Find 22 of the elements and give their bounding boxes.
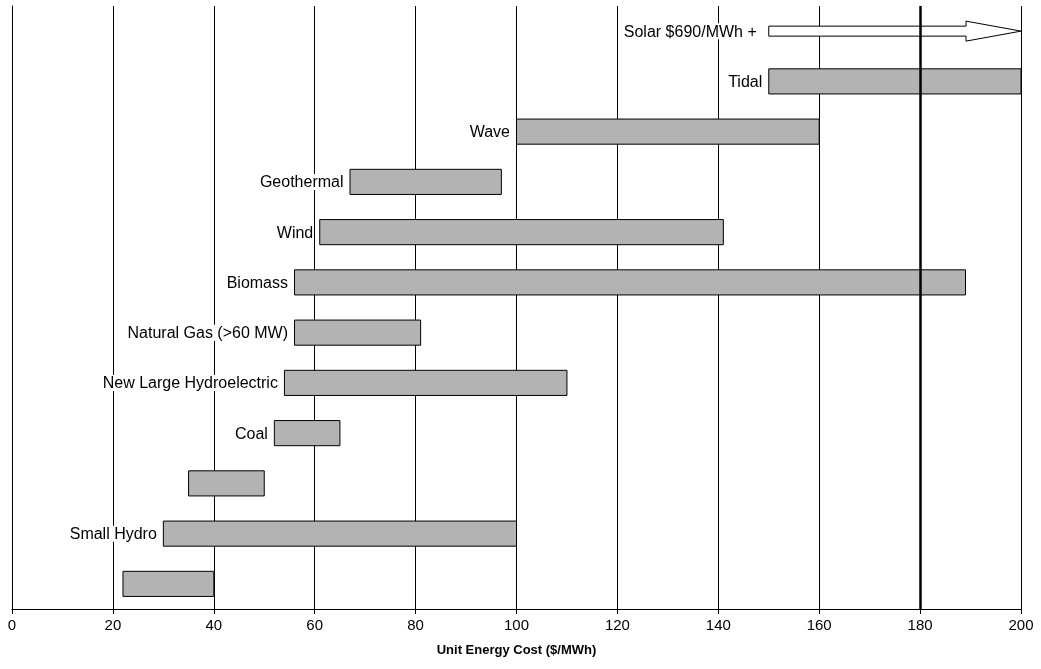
y-tick-label: Wind <box>276 223 314 241</box>
x-tick-label: 100 <box>503 616 530 633</box>
x-tick-label: 200 <box>1008 616 1034 633</box>
y-tick-label: Biomass <box>226 273 289 291</box>
y-tick-label: Tidal <box>728 72 763 90</box>
y-tick-label: Natural Gas (>60 MW) <box>127 324 289 342</box>
y-tick-label: Coal <box>234 424 268 442</box>
x-tick-label: 180 <box>907 616 933 633</box>
annotation: Solar $690/MWh + <box>623 22 757 40</box>
y-tick-label: Wave <box>469 123 511 141</box>
y-tick-label: New Large Hydroelectric <box>102 374 278 392</box>
x-tick-label: 80 <box>407 616 424 633</box>
y-tick-label: Geothermal <box>259 173 344 191</box>
x-tick-label: 160 <box>806 616 832 633</box>
x-tick-label: 0 <box>7 616 17 633</box>
x-tick-label: 40 <box>205 616 223 633</box>
x-tick-label: 120 <box>604 616 630 633</box>
x-tick-label: 140 <box>705 616 731 633</box>
x-tick-label: 60 <box>306 616 324 633</box>
x-axis-title: Unit Energy Cost ($/MWh) <box>436 642 597 657</box>
x-tick-label: 20 <box>104 616 122 633</box>
y-tick-label: Small Hydro <box>69 525 157 543</box>
